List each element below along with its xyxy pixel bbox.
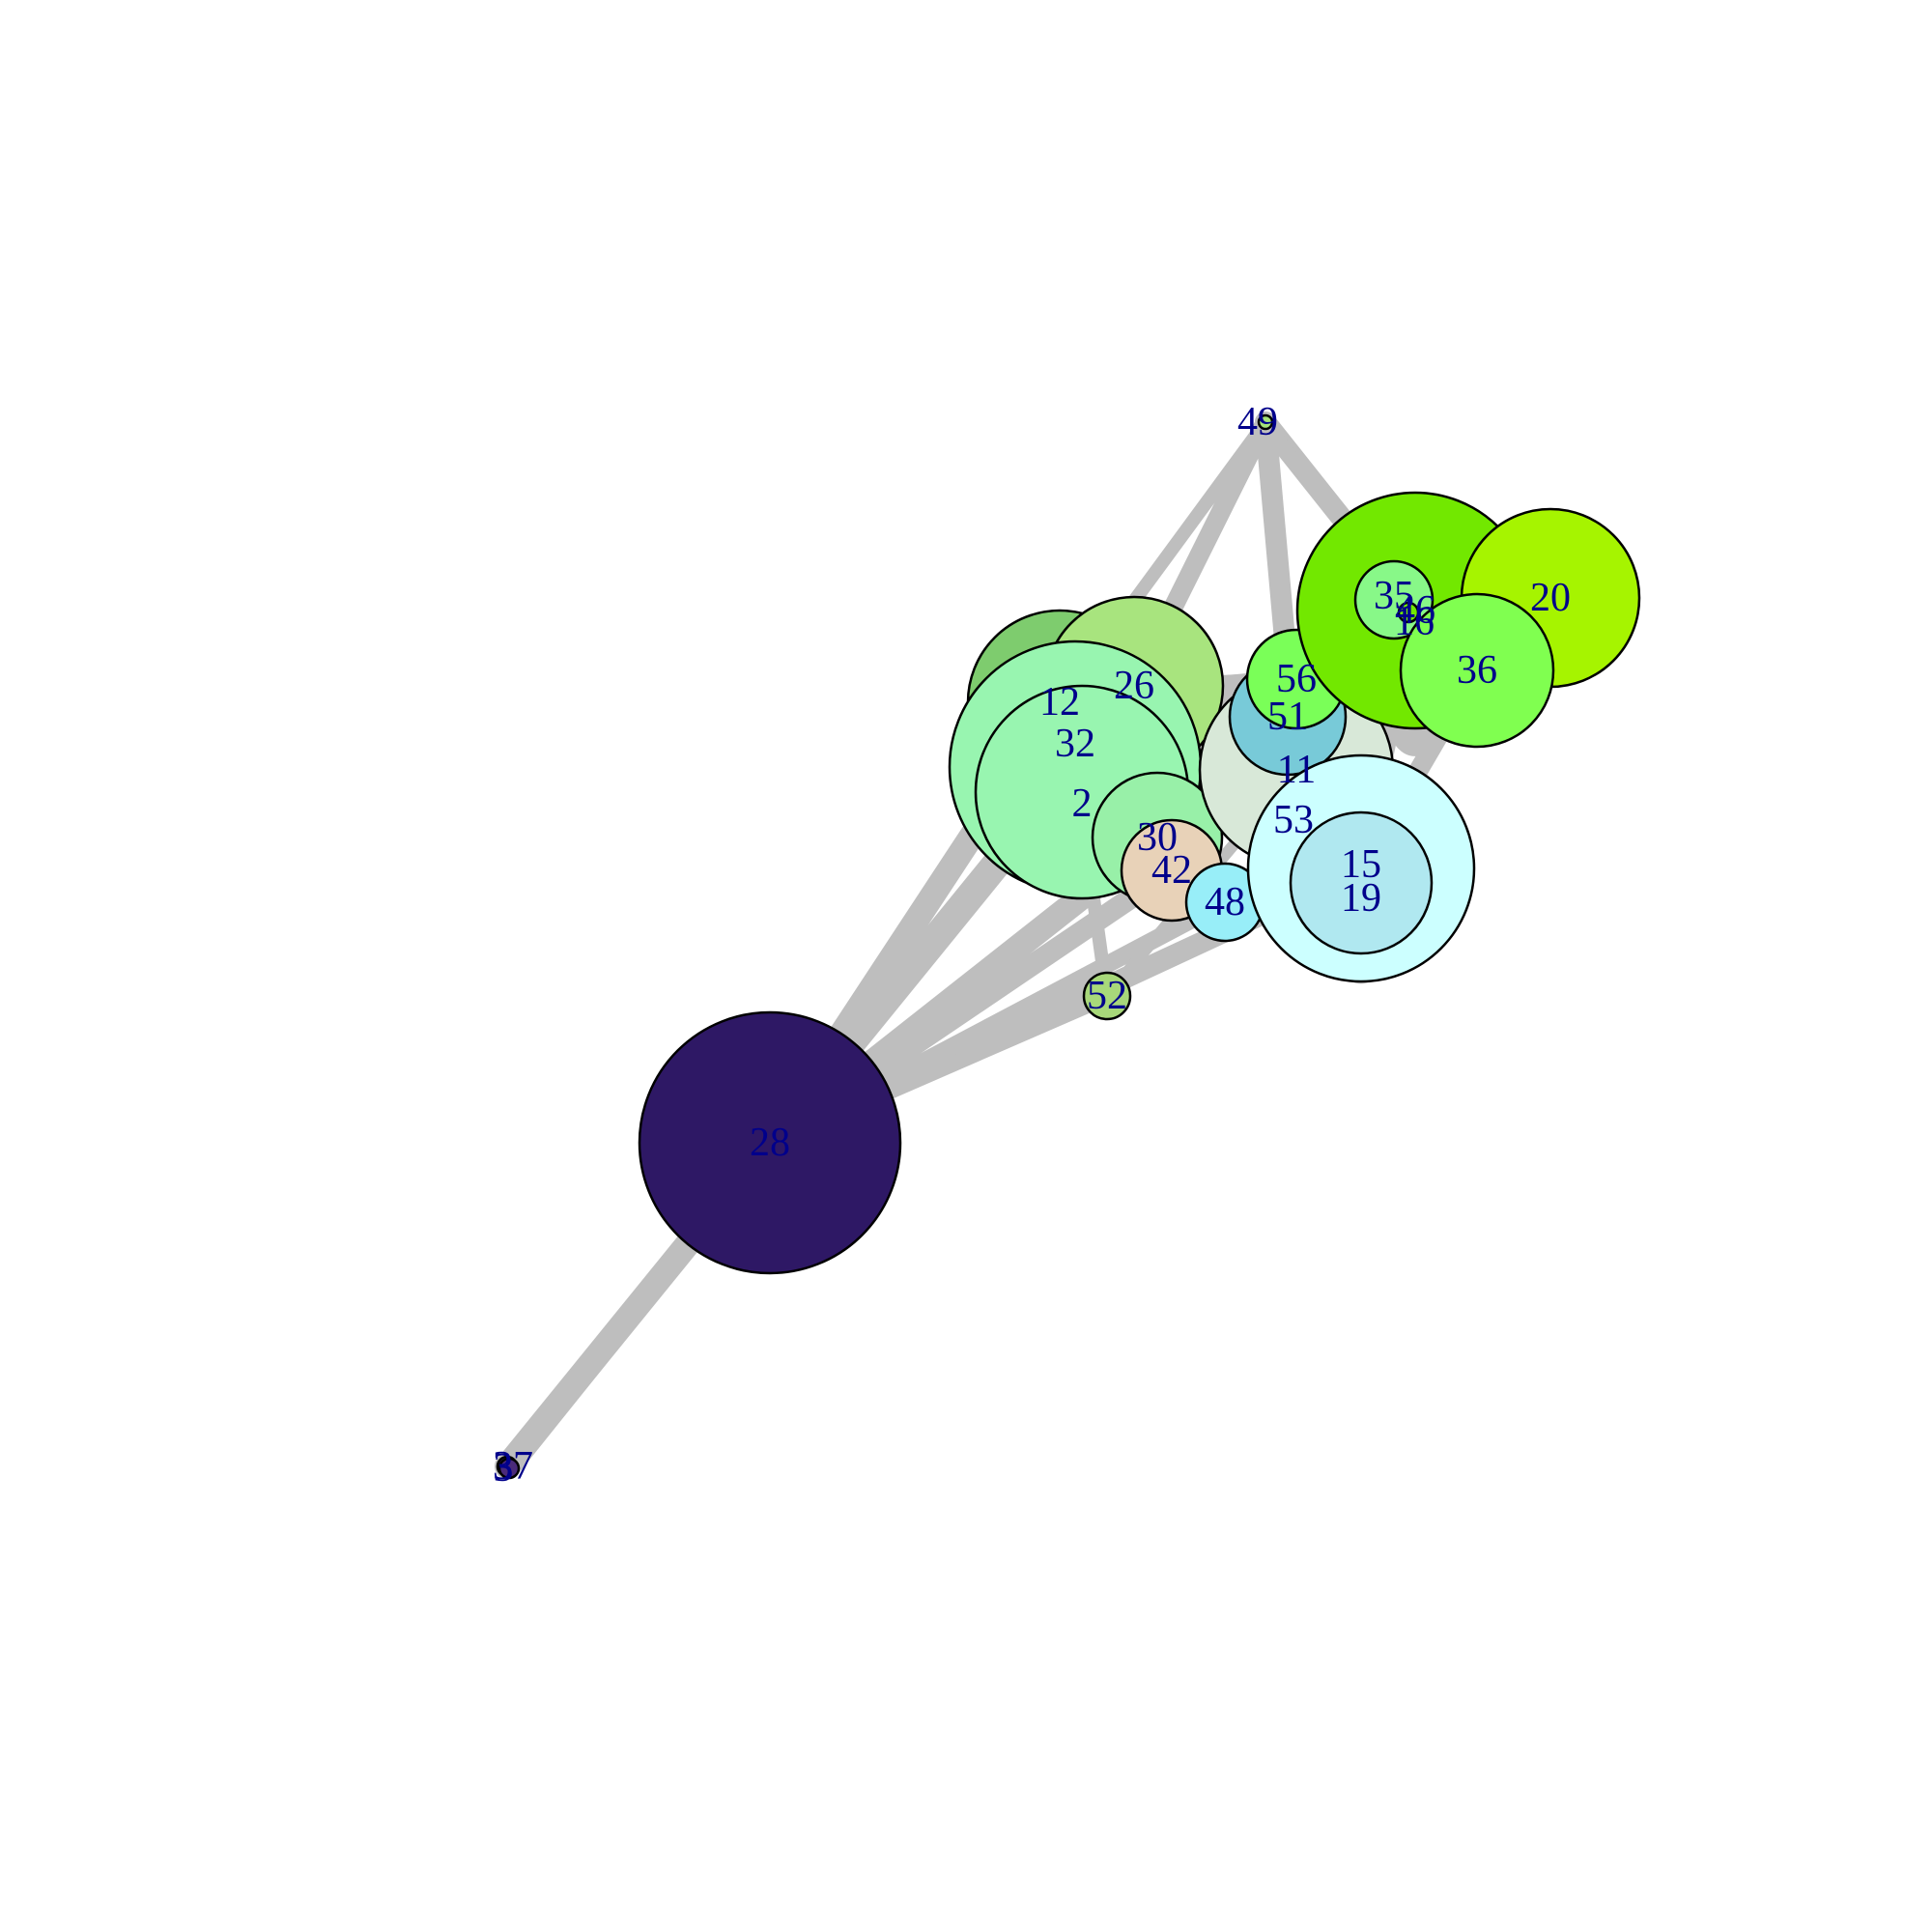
node-label-15: 15 <box>1341 842 1381 887</box>
node-label-19: 19 <box>1341 876 1381 921</box>
node-label-37: 37 <box>493 1444 533 1489</box>
node-label-35: 35 <box>1374 574 1414 618</box>
node-label-16: 16 <box>1394 600 1435 644</box>
node-3[interactable] <box>497 1457 521 1480</box>
node-label-51: 51 <box>1267 695 1308 739</box>
node-label-20: 20 <box>1530 576 1571 620</box>
node-label-36: 36 <box>1457 648 1497 693</box>
node-label-49: 49 <box>1237 400 1278 444</box>
node-label-3: 3 <box>494 1446 514 1491</box>
node-label-53: 53 <box>1273 798 1314 842</box>
node-label-28: 28 <box>750 1121 790 1165</box>
node-label-30: 30 <box>1137 815 1178 860</box>
node-label-48: 48 <box>1205 880 1245 924</box>
node-label-32: 32 <box>1055 722 1095 766</box>
node-16[interactable] <box>1397 601 1420 624</box>
node-label-52: 52 <box>1087 974 1127 1018</box>
node-label-56: 56 <box>1276 657 1317 701</box>
node-19[interactable] <box>1289 810 1434 955</box>
node-label-46: 46 <box>1395 588 1435 633</box>
node-28[interactable] <box>638 1010 902 1275</box>
node-label-2: 2 <box>1072 781 1093 826</box>
node-label-11: 11 <box>1277 748 1316 792</box>
node-49[interactable] <box>1257 413 1274 431</box>
node-label-26: 26 <box>1114 664 1154 708</box>
node-36[interactable] <box>1399 592 1555 749</box>
node-52[interactable] <box>1082 971 1132 1021</box>
node-label-12: 12 <box>1039 680 1080 724</box>
node-label-42: 42 <box>1151 848 1192 893</box>
